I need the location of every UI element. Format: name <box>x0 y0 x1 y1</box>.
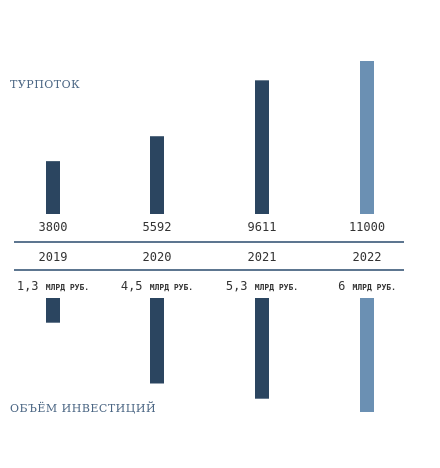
investment-bar <box>255 298 269 399</box>
tourist-bar <box>150 136 164 214</box>
tourist-value-label: 5592 <box>143 220 172 234</box>
year-label: 2021 <box>248 250 277 264</box>
investment-bar <box>360 298 374 412</box>
investment-bar <box>46 298 60 323</box>
tourist-value-label: 11000 <box>349 220 385 234</box>
tourist-bar <box>360 61 374 214</box>
investment-value-label: 1,3 МЛРД РУБ. <box>17 279 89 293</box>
investment-value-label: 5,3 МЛРД РУБ. <box>226 279 298 293</box>
tourist-value-label: 9611 <box>248 220 277 234</box>
year-label: 2022 <box>353 250 382 264</box>
tourist-bar <box>46 161 60 214</box>
investment-value-label: 4,5 МЛРД РУБ. <box>121 279 193 293</box>
investment-label: ОБЪЁМ ИНВЕСТИЦИЙ <box>10 402 157 415</box>
year-label: 2019 <box>39 250 68 264</box>
tourist-flow-label: ТУРПОТОК <box>10 78 81 91</box>
tourist-value-label: 3800 <box>39 220 68 234</box>
year-label: 2020 <box>143 250 172 264</box>
investment-bar <box>150 298 164 384</box>
tourist-bar <box>255 80 269 214</box>
investment-value-label: 6 МЛРД РУБ. <box>338 279 396 293</box>
